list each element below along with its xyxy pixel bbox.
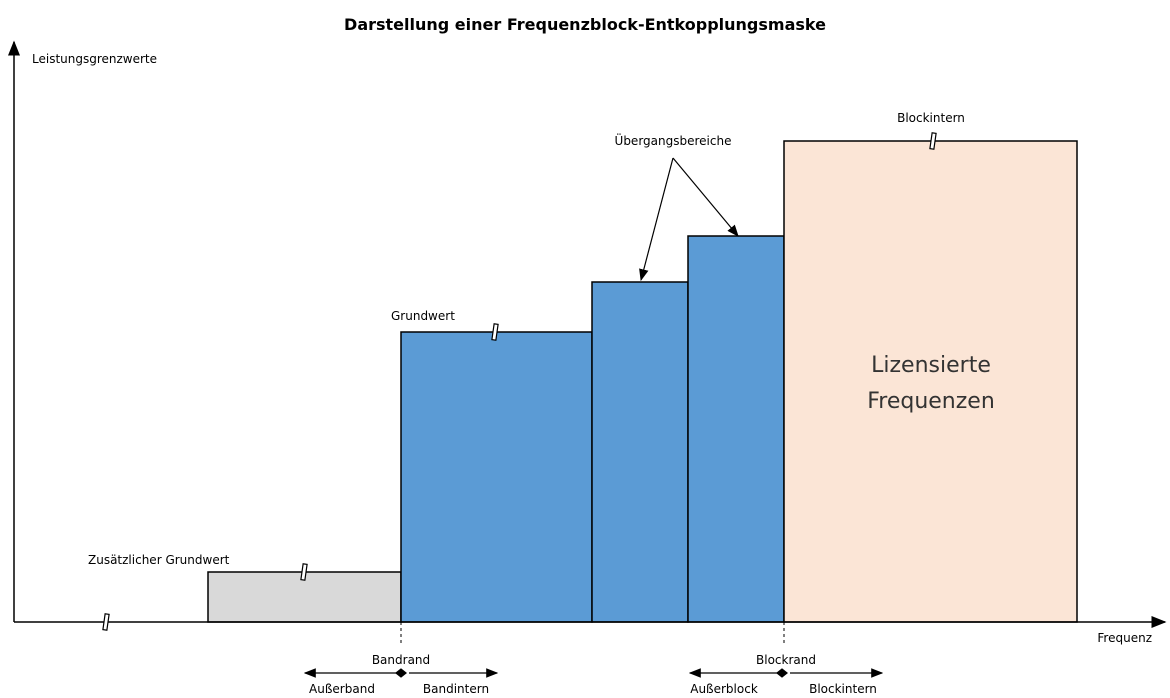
licensed-label: Lizensierte (871, 353, 991, 378)
edge-side-label: Außerblock (690, 682, 758, 696)
arrow (672, 157, 739, 237)
licensed-label: Frequenzen (867, 389, 995, 414)
y-axis-label: Leistungsgrenzwerte (32, 52, 157, 66)
x-axis-label: Frequenz (1097, 631, 1152, 645)
transition-block (687, 235, 785, 623)
edge-side-label: Bandintern (423, 682, 489, 696)
arrow (639, 157, 674, 282)
transition-block (591, 281, 689, 623)
title: Darstellung einer Frequenzblock-Entkoppl… (344, 15, 826, 34)
annotation: Grundwert (391, 309, 455, 323)
annotation: Zusätzlicher Grundwert (88, 553, 230, 567)
annotation: Übergangsbereiche (615, 132, 732, 148)
licensed-block (783, 140, 1078, 623)
base-block (400, 331, 593, 623)
break-marks (102, 132, 937, 631)
edge-side-label: Blockintern (809, 682, 877, 696)
edge-label: Bandrand (372, 653, 430, 667)
annotation: Blockintern (897, 111, 965, 125)
edge-side-label: Außerband (309, 682, 375, 696)
edge-label: Blockrand (756, 653, 816, 667)
